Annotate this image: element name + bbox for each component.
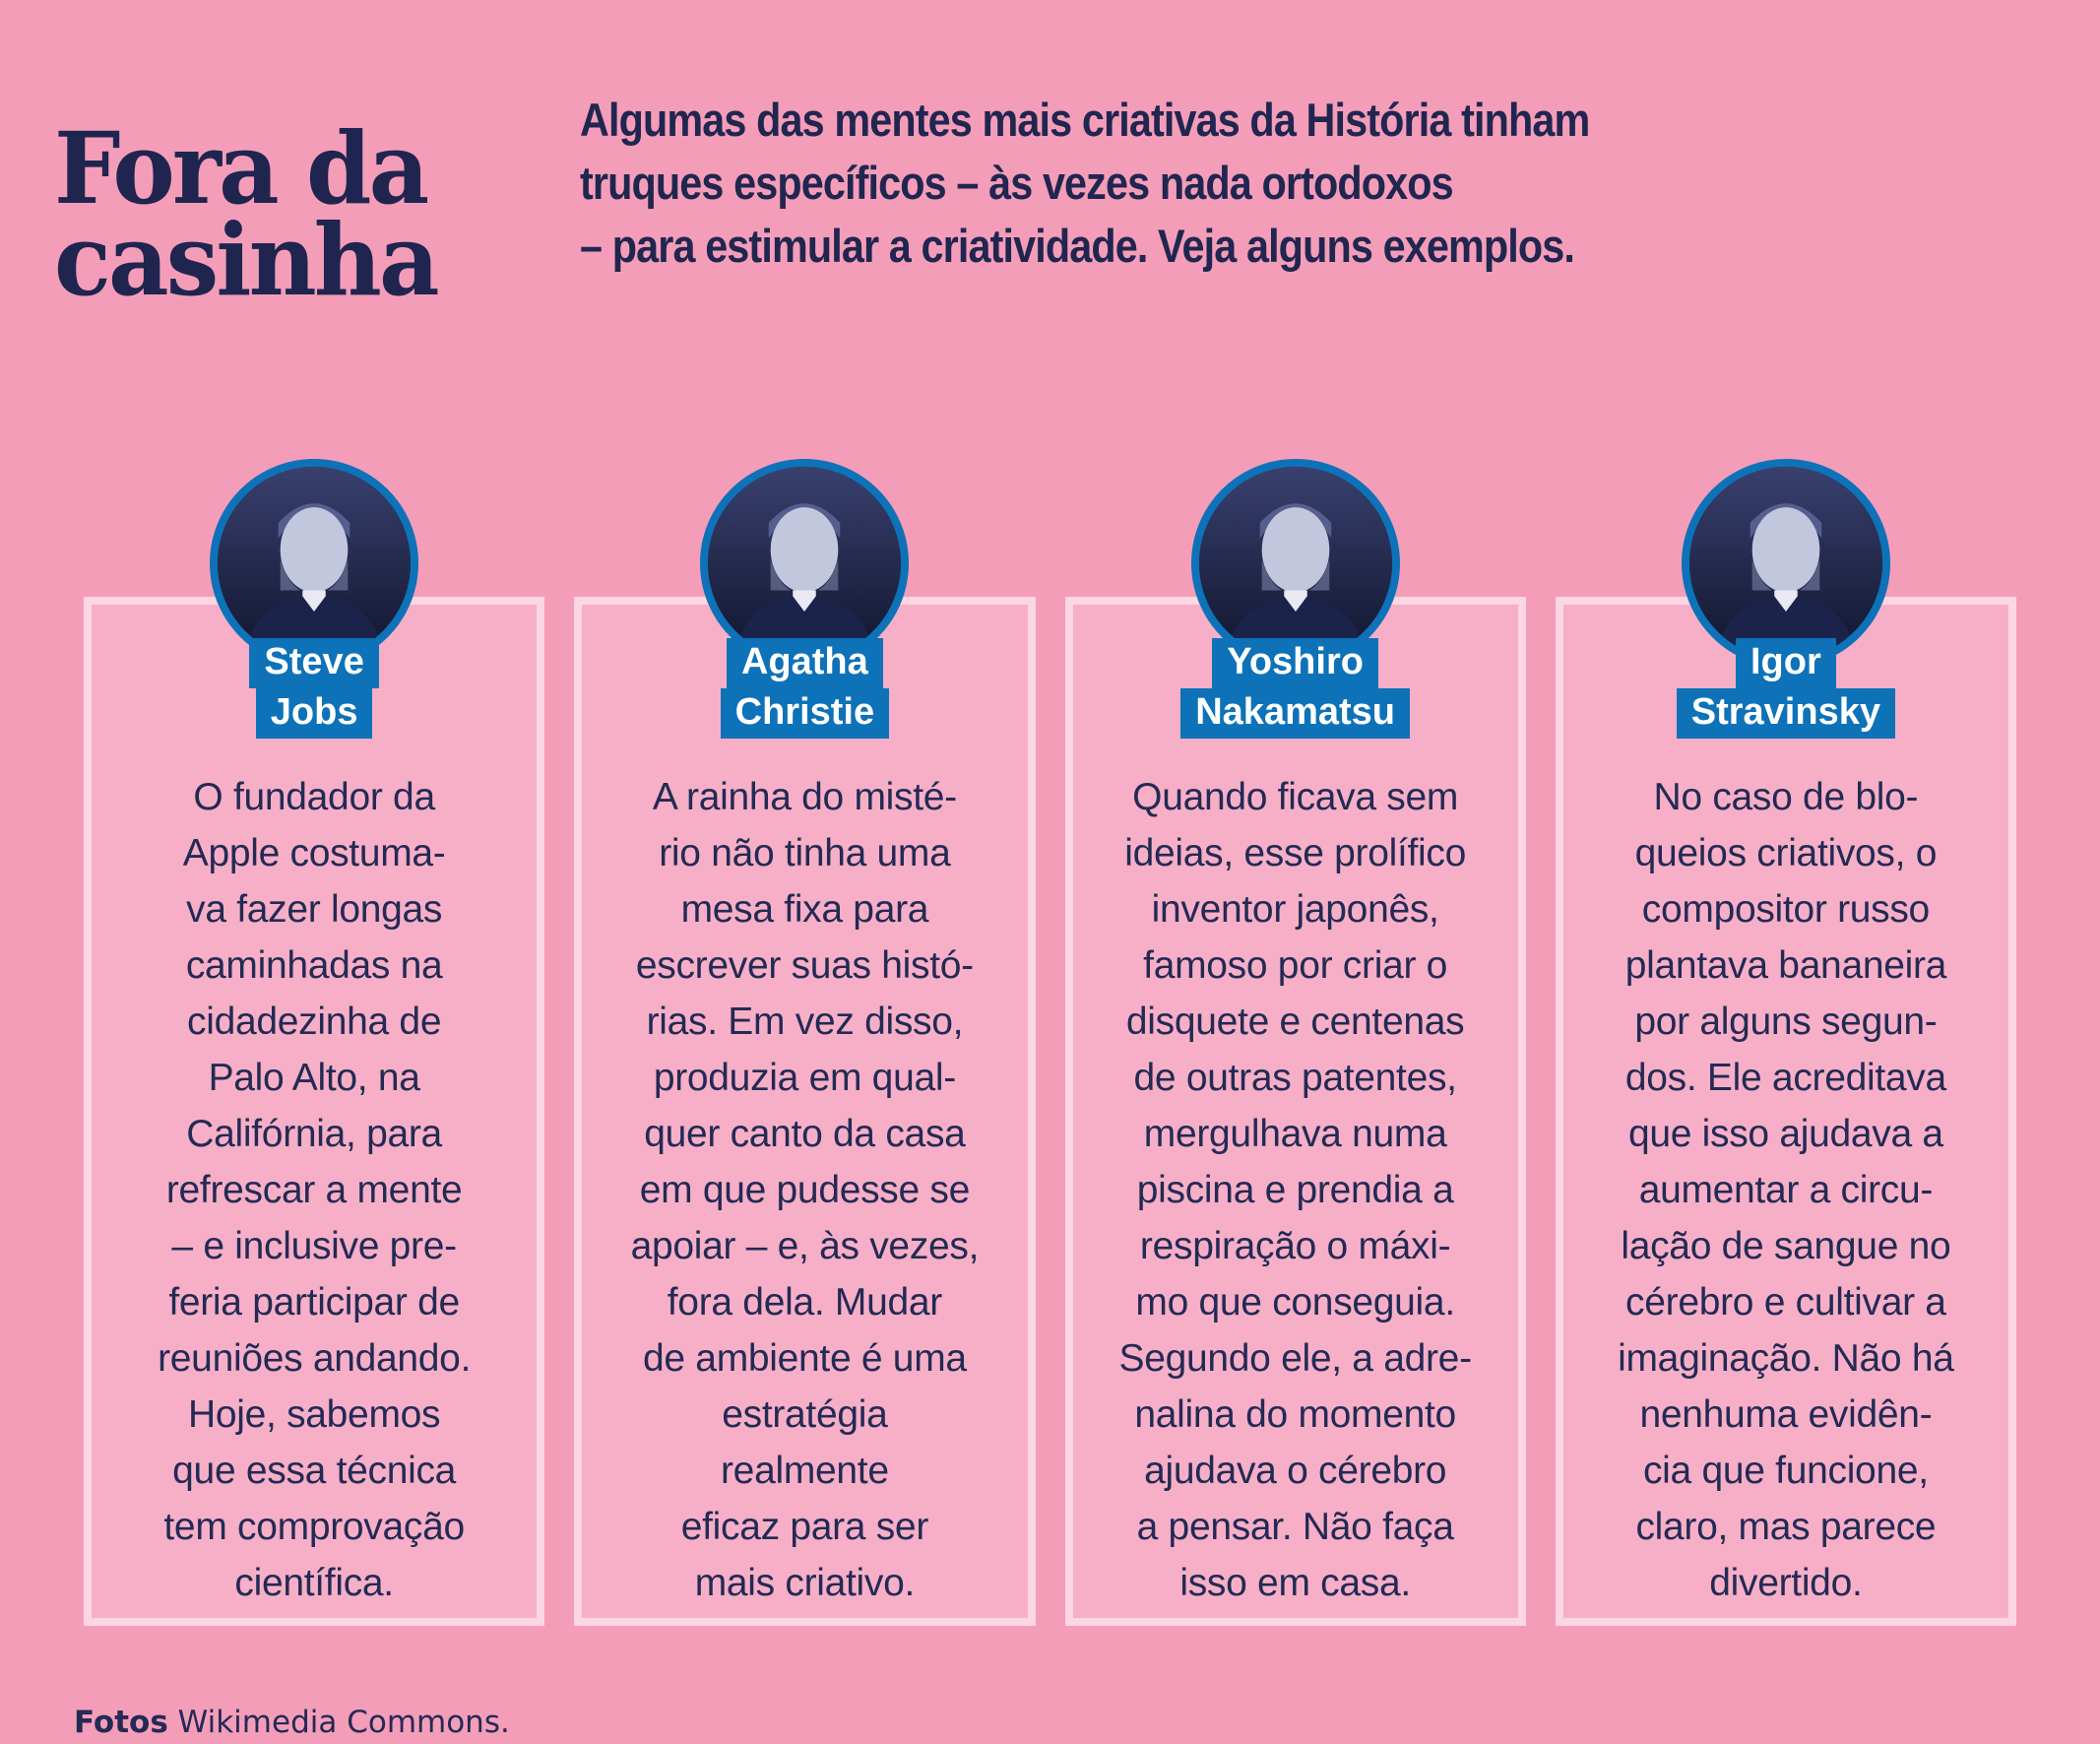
page-title: Fora da casinha bbox=[54, 110, 440, 318]
person-card: O fundador da Apple costuma- va fazer lo… bbox=[84, 597, 545, 1626]
person-card: A rainha do misté- rio não tinha uma mes… bbox=[574, 597, 1036, 1626]
people-columns: Steve Jobs O fundador da Apple costuma- … bbox=[0, 459, 2100, 1626]
page-subtitle: Algumas das mentes mais criativas da His… bbox=[580, 94, 1590, 272]
name-badge-line: Yoshiro bbox=[1212, 638, 1378, 688]
portrait-block: Steve Jobs bbox=[84, 459, 544, 739]
yoshiro-nakamatsu-portrait-photo bbox=[1190, 459, 1400, 668]
portrait-block: Agatha Christie bbox=[574, 459, 1035, 739]
header: Fora da casinha Algumas das mentes mais … bbox=[0, 0, 2100, 372]
name-badge: Steve Jobs bbox=[249, 638, 379, 739]
name-badge-line: Christie bbox=[720, 688, 890, 739]
person-column-igor-stravinsky: Igor Stravinsky No caso de blo- queios c… bbox=[1555, 459, 2016, 1626]
person-description: Quando ficava sem ideias, esse prolífico… bbox=[1118, 776, 1472, 1604]
name-badge: Yoshiro Nakamatsu bbox=[1180, 638, 1410, 739]
photo-credit-label: Fotos bbox=[74, 1705, 168, 1740]
person-card: Quando ficava sem ideias, esse prolífico… bbox=[1064, 597, 1526, 1626]
person-column-agatha-christie: Agatha Christie A rainha do misté- rio n… bbox=[574, 459, 1036, 1626]
agatha-christie-portrait-photo bbox=[700, 459, 910, 668]
name-badge-line: Stravinsky bbox=[1676, 688, 1895, 739]
igor-stravinsky-portrait-photo bbox=[1681, 459, 1890, 668]
steve-jobs-portrait-photo bbox=[210, 459, 419, 668]
photo-credit: Fotos Wikimedia Commons. bbox=[74, 1705, 2100, 1740]
name-badge-line: Jobs bbox=[255, 688, 373, 739]
portrait-block: Igor Stravinsky bbox=[1556, 459, 2016, 739]
name-badge: Agatha Christie bbox=[720, 638, 890, 739]
person-column-steve-jobs: Steve Jobs O fundador da Apple costuma- … bbox=[84, 459, 545, 1626]
person-column-yoshiro-nakamatsu: Yoshiro Nakamatsu Quando ficava sem idei… bbox=[1064, 459, 1526, 1626]
name-badge: Igor Stravinsky bbox=[1676, 638, 1895, 739]
person-card: No caso de blo- queios criativos, o comp… bbox=[1555, 597, 2016, 1626]
name-badge-line: Nakamatsu bbox=[1180, 688, 1410, 739]
person-description: A rainha do misté- rio não tinha uma mes… bbox=[630, 776, 980, 1604]
photo-credit-text: Wikimedia Commons. bbox=[167, 1705, 510, 1740]
person-description: No caso de blo- queios criativos, o comp… bbox=[1618, 776, 1954, 1604]
name-badge-line: Steve bbox=[249, 638, 379, 688]
name-badge-line: Igor bbox=[1735, 638, 1836, 688]
name-badge-line: Agatha bbox=[726, 638, 883, 688]
person-description: O fundador da Apple costuma- va fazer lo… bbox=[158, 776, 472, 1604]
portrait-block: Yoshiro Nakamatsu bbox=[1065, 459, 1526, 739]
